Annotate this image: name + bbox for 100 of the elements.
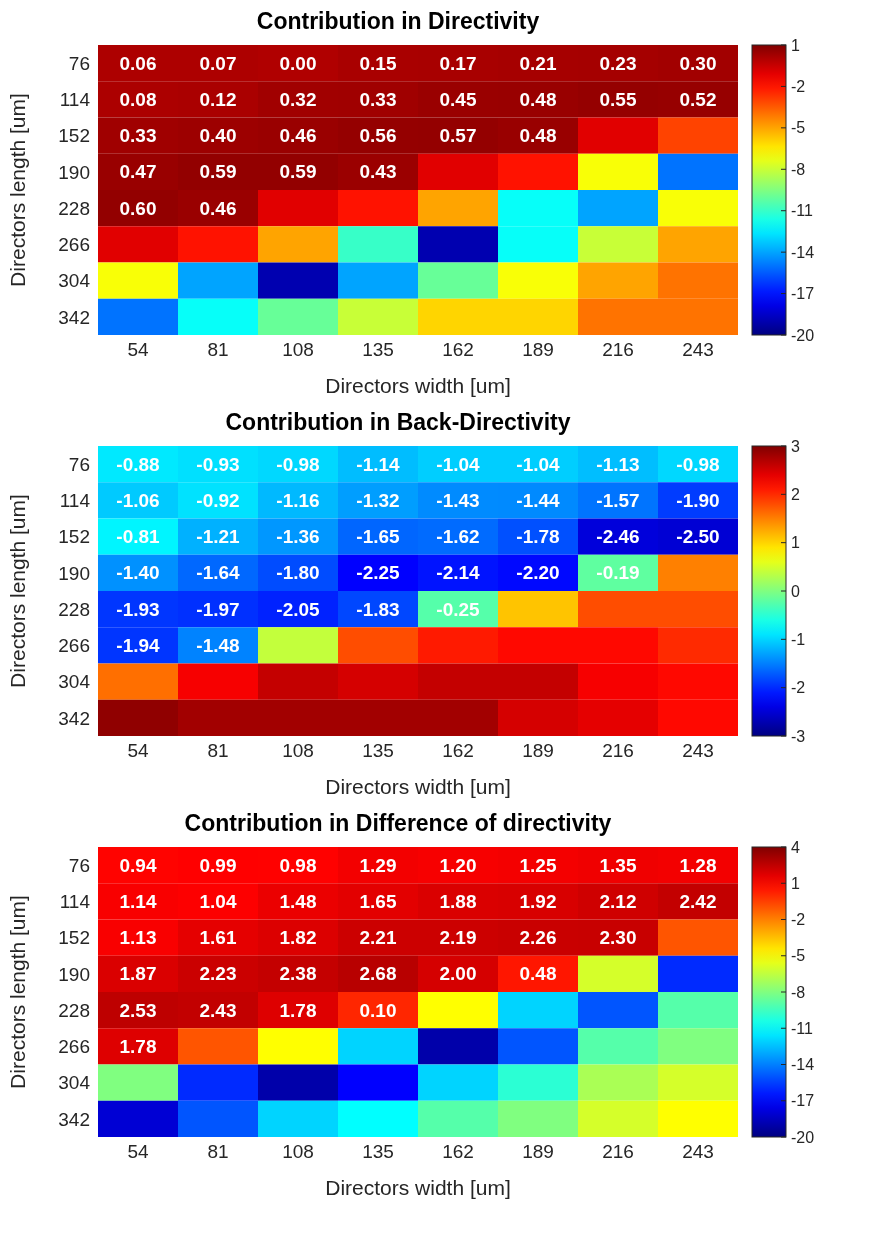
data-label: 1.61 xyxy=(199,927,237,949)
data-label: -1.40 xyxy=(116,562,160,584)
x-tick-label: 162 xyxy=(442,740,474,762)
color-bar-label: 4 xyxy=(791,838,800,856)
data-label: 1.65 xyxy=(359,890,397,912)
chart-title: Contribution in Back-Directivity xyxy=(224,409,572,436)
data-label: 1.78 xyxy=(119,1035,157,1057)
data-label: 1.20 xyxy=(439,854,477,876)
data-label: -1.21 xyxy=(196,526,241,548)
data-label: 0.17 xyxy=(439,52,477,74)
data-label: -1.32 xyxy=(356,489,400,511)
data-label: -1.48 xyxy=(196,634,240,656)
data-label: -2.20 xyxy=(516,562,560,584)
y-tick-label: 342 xyxy=(58,306,90,328)
data-label: -0.93 xyxy=(196,453,240,475)
data-label: 0.48 xyxy=(519,963,557,985)
x-tick-label: 54 xyxy=(127,339,149,361)
data-label: -1.83 xyxy=(356,598,400,620)
color-bar-label: 1 xyxy=(791,36,800,54)
data-label: 1.29 xyxy=(359,854,397,876)
color-bar-label: -14 xyxy=(791,1056,815,1073)
x-tick-label: 243 xyxy=(682,740,714,762)
color-bar-label: 3 xyxy=(791,437,800,455)
x-tick-label: 108 xyxy=(282,1141,314,1163)
y-tick-label: 152 xyxy=(58,125,90,147)
data-label: -1.80 xyxy=(276,562,320,584)
y-tick-label: 190 xyxy=(58,562,90,584)
data-label: 2.23 xyxy=(199,963,237,985)
color-bar-label: -14 xyxy=(791,243,815,261)
color-bar-label: -2 xyxy=(791,911,806,928)
x-tick-label: 216 xyxy=(602,339,634,361)
data-label: -0.25 xyxy=(436,598,481,620)
x-tick-label: 108 xyxy=(282,339,314,361)
data-label: 1.78 xyxy=(279,999,317,1021)
y-tick-label: 76 xyxy=(68,453,90,475)
data-label: -1.44 xyxy=(516,489,561,511)
data-label: 2.42 xyxy=(679,890,717,912)
data-label: 2.21 xyxy=(359,927,397,949)
data-label: -0.19 xyxy=(596,562,640,584)
y-tick-label: 190 xyxy=(58,161,90,183)
data-label: 0.46 xyxy=(199,197,237,219)
x-tick-label: 189 xyxy=(522,740,554,762)
x-tick-label: 216 xyxy=(602,1141,634,1163)
y-tick-label: 228 xyxy=(58,598,90,620)
data-label: 2.68 xyxy=(359,963,397,985)
data-label: 0.23 xyxy=(599,52,637,74)
y-axis-title: Directors length [um] xyxy=(6,494,30,688)
data-label: 0.57 xyxy=(439,125,477,147)
color-bar-label: -8 xyxy=(791,983,806,1001)
data-label: -1.93 xyxy=(116,598,160,620)
y-tick-label: 266 xyxy=(58,635,90,657)
data-label: -1.78 xyxy=(516,526,560,548)
data-label: -1.43 xyxy=(436,489,480,511)
y-tick-label: 342 xyxy=(58,707,90,729)
x-tick-label: 135 xyxy=(362,1141,394,1163)
color-bar-label: -11 xyxy=(791,1019,814,1037)
color-bar-label: -17 xyxy=(791,285,815,303)
y-tick-label: 342 xyxy=(58,1108,90,1130)
chart-title: Contribution in Difference of directivity xyxy=(183,810,613,837)
data-label: -2.14 xyxy=(436,562,481,584)
y-tick-label: 304 xyxy=(58,1072,91,1094)
x-tick-label: 162 xyxy=(442,1141,474,1163)
data-label: 0.08 xyxy=(119,88,157,110)
data-label: 0.15 xyxy=(359,52,397,74)
data-label: 1.28 xyxy=(679,854,717,876)
color-bar-label: 1 xyxy=(791,874,800,892)
data-label: -0.81 xyxy=(116,526,161,548)
data-label: 1.87 xyxy=(119,963,157,985)
data-label: -1.16 xyxy=(276,489,320,511)
y-tick-label: 114 xyxy=(59,490,91,512)
data-label: 0.07 xyxy=(199,52,237,74)
x-tick-label: 189 xyxy=(522,1141,554,1163)
x-tick-label: 81 xyxy=(207,1141,229,1163)
x-tick-label: 216 xyxy=(602,740,634,762)
data-label: 1.48 xyxy=(279,890,317,912)
data-label: 0.98 xyxy=(279,854,317,876)
data-label: 2.00 xyxy=(439,963,477,985)
data-label: 0.45 xyxy=(439,88,477,110)
data-label: 0.94 xyxy=(119,854,157,876)
data-label: 0.06 xyxy=(119,52,157,74)
data-label: -1.94 xyxy=(116,634,161,656)
x-tick-label: 81 xyxy=(207,339,229,361)
y-tick-label: 76 xyxy=(68,854,90,876)
x-tick-label: 189 xyxy=(522,339,554,361)
color-bar-label: -8 xyxy=(791,160,806,178)
data-label: -1.90 xyxy=(676,489,720,511)
x-axis-title: Directors width [um] xyxy=(325,775,511,798)
data-label: 2.12 xyxy=(599,890,637,912)
data-label: 0.43 xyxy=(359,161,397,183)
y-tick-label: 114 xyxy=(59,89,91,111)
data-label: -1.97 xyxy=(196,598,240,620)
color-bar-label: -3 xyxy=(791,727,806,745)
color-bar-label: -20 xyxy=(791,1128,815,1146)
data-label: -1.36 xyxy=(276,526,320,548)
data-label: 1.92 xyxy=(519,890,557,912)
x-axis-title: Directors width [um] xyxy=(325,1176,511,1199)
data-label: 0.21 xyxy=(519,52,557,74)
color-bar-label: 0 xyxy=(791,582,800,600)
data-label: 0.12 xyxy=(199,88,237,110)
data-label: -0.92 xyxy=(196,489,240,511)
